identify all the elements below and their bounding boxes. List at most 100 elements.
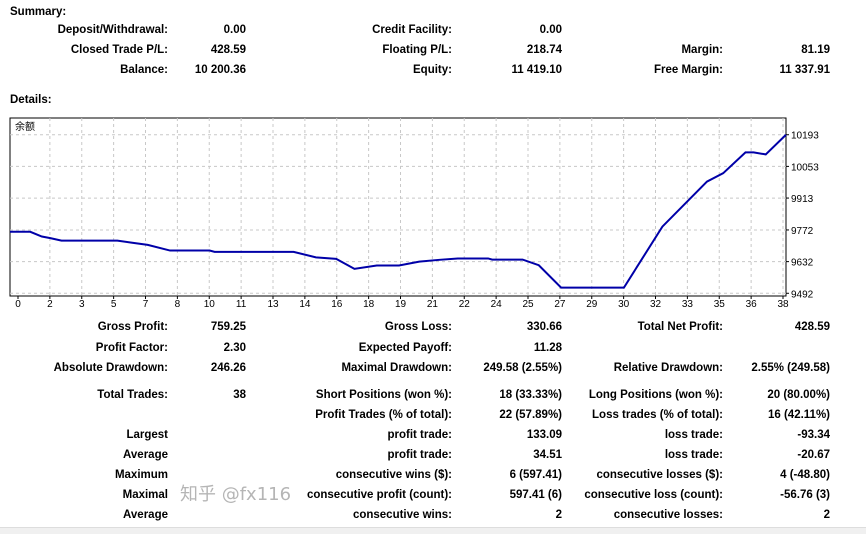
stat-label: Short Positions (won %): [315, 389, 452, 401]
stat-label: Maximal [122, 489, 168, 501]
stat-value: 18 (33.33%) [499, 389, 562, 401]
x-tick-label: 38 [777, 299, 789, 310]
stat-value: 218.74 [526, 44, 562, 56]
stat-value: -93.34 [797, 429, 830, 441]
x-tick-label: 27 [554, 299, 566, 310]
stat-label: Gross Loss: [384, 321, 452, 333]
stat-value: 11.28 [533, 342, 562, 354]
stat-label: Free Margin: [653, 64, 723, 76]
stat-label: consecutive wins: [352, 509, 452, 521]
stat-label: Margin: [681, 44, 723, 56]
stat-label: Total Trades: [97, 389, 168, 401]
footer-bar [0, 527, 866, 534]
stat-value: 22 (57.89%) [499, 409, 562, 421]
y-tick-label: 9632 [791, 258, 814, 269]
x-tick-label: 13 [267, 299, 279, 310]
stat-value: 34.51 [533, 449, 562, 461]
x-tick-label: 21 [427, 299, 439, 310]
x-tick-label: 5 [111, 299, 117, 310]
stat-value: 16 (42.11%) [767, 409, 830, 421]
stat-value: 428.59 [210, 44, 246, 56]
chart-title: 余额 [15, 120, 35, 133]
stat-value: -20.67 [797, 449, 830, 461]
stat-value: 6 (597.41) [509, 469, 562, 481]
stat-label: Maximum [114, 469, 168, 481]
x-tick-label: 30 [618, 299, 630, 310]
x-tick-label: 18 [363, 299, 375, 310]
stat-value: 11 337.91 [779, 64, 830, 76]
stat-label: loss trade: [664, 429, 723, 441]
watermark: 知乎 @fx116 [180, 484, 292, 505]
stat-value: 2 [555, 509, 562, 521]
stat-label: Gross Profit: [97, 321, 168, 333]
x-tick-label: 22 [459, 299, 471, 310]
x-tick-label: 10 [204, 299, 216, 310]
stat-label: consecutive loss (count): [584, 489, 723, 501]
y-tick-label: 10053 [791, 162, 819, 173]
x-tick-label: 36 [746, 299, 758, 310]
stat-label: Average [123, 449, 168, 461]
stat-label: loss trade: [664, 449, 723, 461]
y-tick-label: 9492 [791, 289, 814, 300]
stat-label: Floating P/L: [382, 44, 452, 56]
stat-value: 81.19 [801, 44, 830, 56]
stat-value: 330.66 [526, 321, 562, 333]
stat-label: Balance: [120, 64, 168, 76]
x-tick-label: 0 [15, 299, 21, 310]
stat-label: Maximal Drawdown: [341, 362, 452, 374]
stat-label: Closed Trade P/L: [70, 44, 168, 56]
stat-label: Largest [126, 429, 168, 441]
stat-value: 597.41 (6) [509, 489, 562, 501]
stat-value: 4 (-48.80) [780, 469, 830, 481]
y-tick-label: 10193 [791, 131, 819, 142]
stat-value: 133.09 [526, 429, 562, 441]
x-tick-label: 35 [714, 299, 726, 310]
balance-chart: 0 2 3 5 7 8 10 11 13 14 16 18 19 21 22 24 25 27 29 30 32 33 35… [9, 117, 819, 310]
stat-value: 249.58 (2.55%) [483, 362, 562, 374]
x-tick-label: 3 [79, 299, 85, 310]
stat-label: Equity: [413, 64, 452, 76]
stat-label: profit trade: [387, 429, 452, 441]
x-tick-label: 29 [586, 299, 598, 310]
stat-value: 11 419.10 [511, 64, 562, 76]
stat-value: 2 [823, 509, 830, 521]
stat-value: 246.26 [210, 362, 246, 374]
stat-label: Deposit/Withdrawal: [57, 24, 168, 36]
stat-label: consecutive wins ($): [335, 469, 452, 481]
stat-value: 2.30 [223, 342, 246, 354]
stat-value: 2.55% (249.58) [751, 362, 830, 374]
x-tick-label: 8 [175, 299, 181, 310]
stat-label: Profit Factor: [95, 342, 168, 354]
x-tick-label: 2 [47, 299, 53, 310]
x-tick-label: 7 [143, 299, 149, 310]
stat-value: 20 (80.00%) [767, 389, 830, 401]
x-tick-label: 33 [682, 299, 694, 310]
stat-label: Long Positions (won %): [588, 389, 723, 401]
stat-label: Absolute Drawdown: [53, 362, 168, 374]
x-tick-label: 16 [331, 299, 343, 310]
stat-value: 759.25 [210, 321, 246, 333]
stat-label: Expected Payoff: [358, 342, 452, 354]
stat-value: 10 200.36 [194, 64, 246, 76]
x-tick-label: 32 [650, 299, 662, 310]
stat-label: consecutive losses ($): [596, 469, 723, 481]
stat-value: -56.76 (3) [780, 489, 830, 501]
y-tick-label: 9913 [791, 194, 814, 205]
x-tick-label: 25 [522, 299, 534, 310]
stat-value: 428.59 [794, 321, 830, 333]
stat-label: Total Net Profit: [637, 321, 723, 333]
x-tick-label: 19 [395, 299, 407, 310]
x-tick-label: 14 [299, 299, 311, 310]
plot-area [9, 117, 787, 297]
stat-label: Credit Facility: [372, 24, 452, 36]
stat-value: 0.00 [223, 24, 246, 36]
details-heading: Details: [10, 94, 52, 106]
x-tick-label: 11 [236, 299, 247, 310]
stat-label: profit trade: [387, 449, 452, 461]
stat-value: 0.00 [539, 24, 562, 36]
stat-value: 38 [233, 389, 246, 401]
summary-heading: Summary: [10, 6, 67, 18]
stat-label: Loss trades (% of total): [592, 409, 723, 421]
stat-label: consecutive profit (count): [306, 489, 452, 501]
balance-line [10, 134, 787, 289]
